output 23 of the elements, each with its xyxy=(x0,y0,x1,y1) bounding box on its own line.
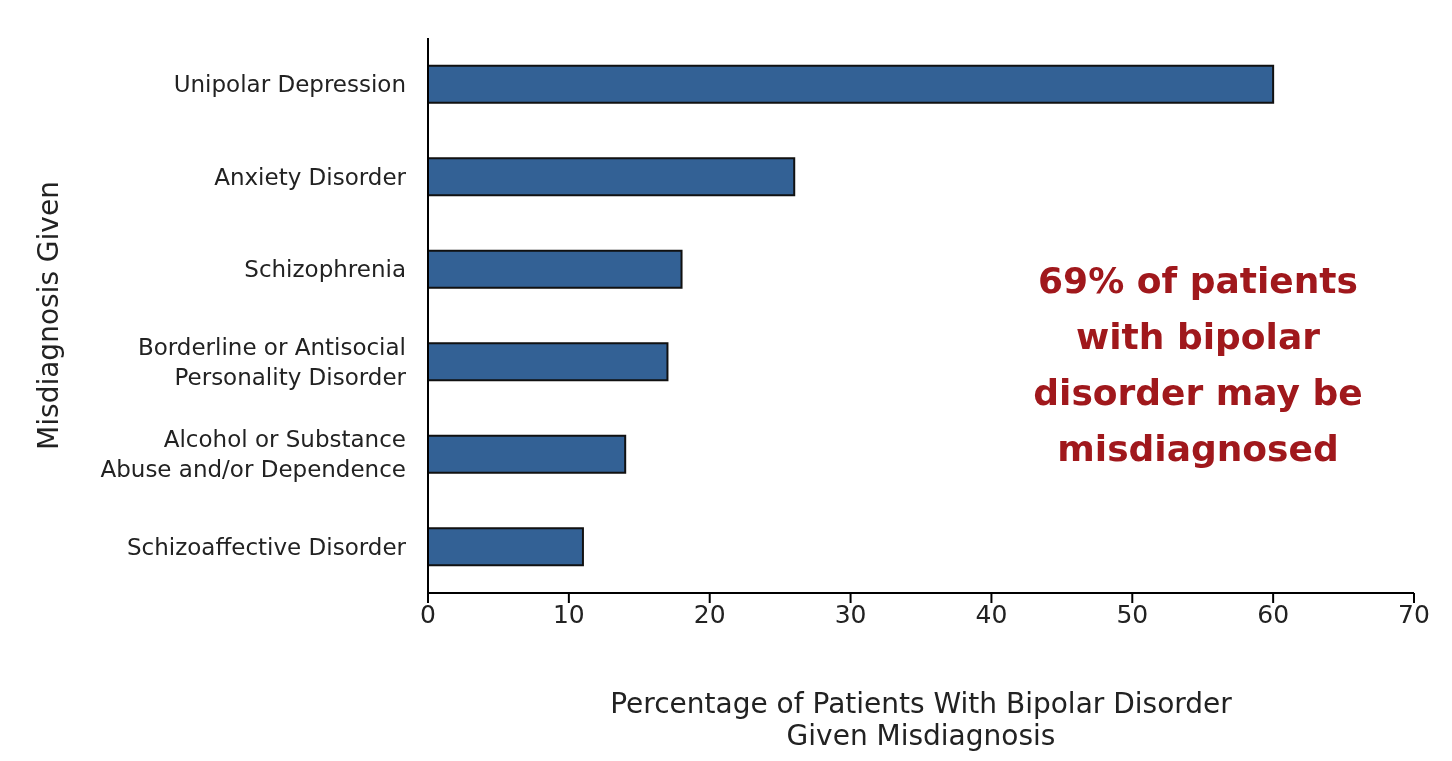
x-tick-label: 70 xyxy=(1398,599,1430,629)
bar xyxy=(428,434,627,474)
bar xyxy=(428,527,584,567)
bar xyxy=(428,342,669,382)
y-tick-label: Alcohol or Substance Abuse and/or Dependence xyxy=(100,426,406,483)
y-axis-title: Misdiagnosis Given xyxy=(31,181,65,450)
bar xyxy=(428,249,683,289)
x-tick-label: 20 xyxy=(693,599,726,629)
x-tick-label: 40 xyxy=(975,599,1008,629)
bar xyxy=(428,157,796,197)
y-tick-label: Borderline or Antisocial Personality Disorder xyxy=(137,333,407,390)
annotation: 69% of patients with bipolar disorder may be misdiagnosed xyxy=(1032,259,1364,471)
x-tick-label: 0 xyxy=(420,599,436,629)
y-tick-label: Schizoaffective Disorder xyxy=(127,533,407,560)
x-tick-label: 30 xyxy=(834,599,867,629)
x-axis-title: Percentage of Patients With Bipolar Disorder Given Misdiagnosis xyxy=(610,687,1233,752)
x-tick-label: 50 xyxy=(1116,599,1149,629)
y-tick-label: Unipolar Depression xyxy=(173,71,406,98)
x-tick-label: 60 xyxy=(1257,599,1290,629)
y-tick-label: Anxiety Disorder xyxy=(214,163,407,190)
bar xyxy=(428,64,1275,104)
x-tick-label: 10 xyxy=(552,599,585,629)
y-tick-label: Schizophrenia xyxy=(244,256,406,283)
